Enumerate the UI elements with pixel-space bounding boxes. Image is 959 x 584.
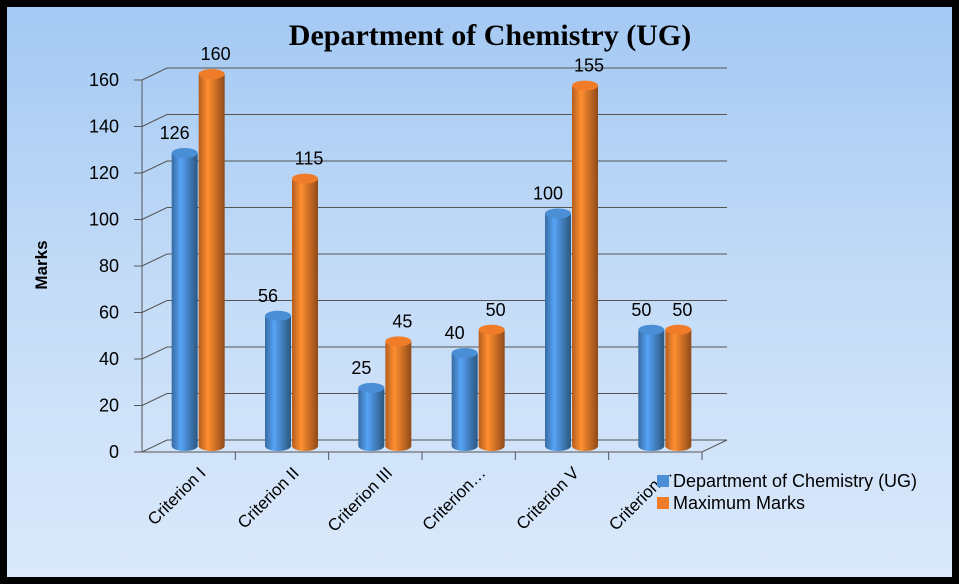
grid-line [141, 253, 727, 267]
bar-top [171, 148, 198, 159]
bar-top [358, 382, 385, 393]
grid-line [141, 346, 727, 360]
data-label: 56 [258, 286, 278, 306]
legend-item: Maximum Marks [657, 492, 937, 514]
bar-top [665, 324, 692, 335]
bar-body [478, 329, 505, 451]
grid-line [141, 67, 727, 81]
y-tick-label: 140 [89, 117, 119, 137]
data-label: 155 [574, 56, 604, 76]
bar-top [198, 69, 225, 79]
legend-swatch [657, 475, 669, 487]
bar-top [385, 336, 412, 347]
chart-svg: Department of Chemistry (UG) Marks 0 20 40… [32, 19, 728, 536]
legend-swatch [657, 497, 669, 509]
legend-item: Department of Chemistry (UG) [657, 470, 937, 492]
bar-body [665, 329, 692, 451]
y-tick-label: 60 [99, 303, 119, 323]
bar-body [638, 329, 665, 451]
bar-body [451, 353, 478, 451]
x-tick-label: Criterion V [513, 463, 584, 534]
grid-line [141, 114, 727, 127]
bar-top [451, 348, 478, 358]
y-tick-label: 20 [99, 396, 119, 416]
y-tick-label: 160 [89, 70, 119, 90]
legend-label: Maximum Marks [673, 493, 806, 513]
bar-body [198, 74, 225, 451]
data-label: 50 [672, 300, 692, 320]
data-label: 40 [445, 323, 465, 343]
y-tick-label: 40 [99, 349, 119, 369]
x-tick-label: Criterion III [324, 463, 396, 535]
chart-title: Department of Chemistry (UG) [289, 19, 691, 52]
bar-top [478, 324, 505, 335]
bar [665, 324, 692, 451]
y-tick-label: 0 [109, 442, 119, 462]
bar-body [385, 341, 412, 451]
data-label: 115 [295, 149, 324, 169]
legend-label: Department of Chemistry (UG) [673, 471, 918, 491]
x-tick-label: Criterion I [144, 463, 210, 529]
data-label: 160 [201, 44, 231, 64]
bar [385, 336, 412, 451]
bar-body [545, 213, 571, 451]
data-label: 100 [533, 184, 563, 204]
bar-top [572, 80, 598, 91]
data-label: 25 [351, 358, 371, 378]
data-label: 50 [486, 300, 506, 320]
grid-line [141, 300, 727, 313]
grid-line [141, 393, 727, 406]
grid-line [141, 160, 727, 174]
x-tick-label: Criterion… [419, 463, 490, 534]
bar-top [265, 310, 291, 321]
bar [292, 173, 318, 451]
bar [572, 80, 598, 451]
y-tick-label: 100 [89, 210, 119, 230]
x-tick-label: Criterion II [234, 463, 303, 532]
y-tick-label: 80 [99, 256, 119, 276]
bar-body [572, 85, 598, 451]
y-tick-label: 120 [89, 163, 119, 183]
bar [171, 148, 198, 452]
data-label: 126 [160, 123, 190, 143]
bar [358, 382, 385, 451]
bar [638, 324, 665, 451]
bar-top [545, 208, 571, 219]
bar [545, 208, 571, 451]
legend: Department of Chemistry (UG) Maximum Mark… [657, 470, 937, 514]
bar-body [358, 387, 385, 451]
bar-body [171, 153, 198, 452]
bar-top [292, 173, 318, 184]
bar [198, 69, 225, 451]
bar-body [265, 315, 291, 451]
data-label: 50 [631, 300, 651, 320]
bar [451, 348, 478, 451]
bar-top [638, 324, 665, 335]
bar [478, 324, 505, 451]
y-axis-label: Marks [32, 240, 51, 289]
grid-line [141, 439, 727, 453]
bar [265, 310, 291, 451]
grid-line [141, 207, 727, 220]
bar-body [292, 178, 318, 451]
data-label: 45 [392, 311, 412, 331]
